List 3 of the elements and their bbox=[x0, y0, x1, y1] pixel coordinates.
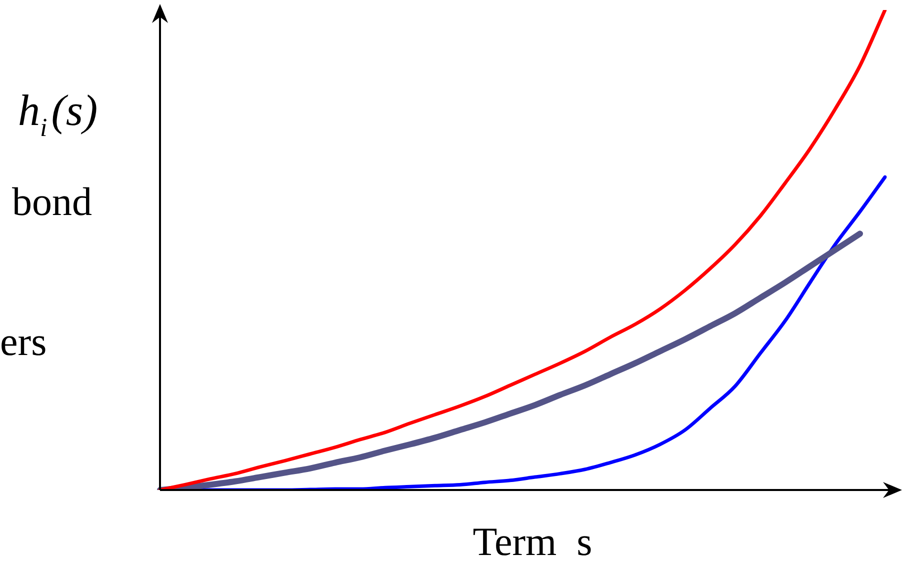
text: ers bbox=[0, 319, 47, 364]
x-axis-title: Term s bbox=[472, 519, 592, 563]
text: bond bbox=[12, 179, 92, 224]
